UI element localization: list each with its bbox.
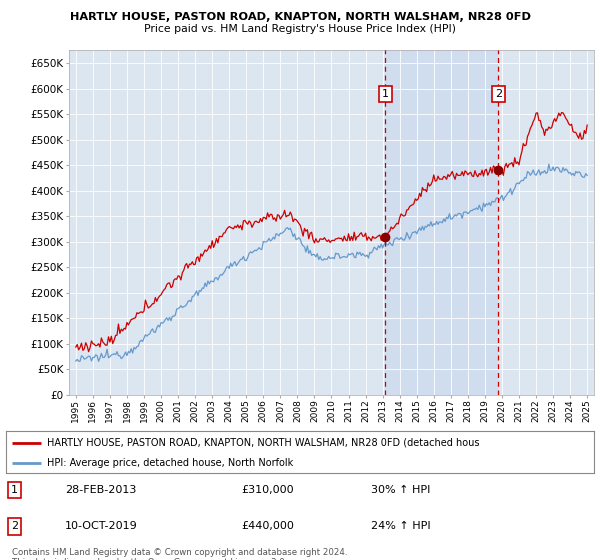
Text: £440,000: £440,000: [241, 521, 294, 531]
Text: 10-OCT-2019: 10-OCT-2019: [65, 521, 137, 531]
Text: HARTLY HOUSE, PASTON ROAD, KNAPTON, NORTH WALSHAM, NR28 0FD: HARTLY HOUSE, PASTON ROAD, KNAPTON, NORT…: [70, 12, 530, 22]
Text: 24% ↑ HPI: 24% ↑ HPI: [371, 521, 430, 531]
Text: £310,000: £310,000: [241, 485, 294, 495]
Text: 30% ↑ HPI: 30% ↑ HPI: [371, 485, 430, 495]
Text: Price paid vs. HM Land Registry's House Price Index (HPI): Price paid vs. HM Land Registry's House …: [144, 24, 456, 34]
Text: HARTLY HOUSE, PASTON ROAD, KNAPTON, NORTH WALSHAM, NR28 0FD (detached hous: HARTLY HOUSE, PASTON ROAD, KNAPTON, NORT…: [47, 438, 479, 448]
Text: 1: 1: [382, 89, 389, 99]
Text: HPI: Average price, detached house, North Norfolk: HPI: Average price, detached house, Nort…: [47, 458, 293, 468]
Bar: [385, 50, 498, 395]
Text: 28-FEB-2013: 28-FEB-2013: [65, 485, 136, 495]
Text: Contains HM Land Registry data © Crown copyright and database right 2024.
This d: Contains HM Land Registry data © Crown c…: [12, 548, 347, 560]
Text: 1: 1: [11, 485, 19, 495]
Text: 2: 2: [11, 521, 19, 531]
Text: 2: 2: [494, 89, 502, 99]
